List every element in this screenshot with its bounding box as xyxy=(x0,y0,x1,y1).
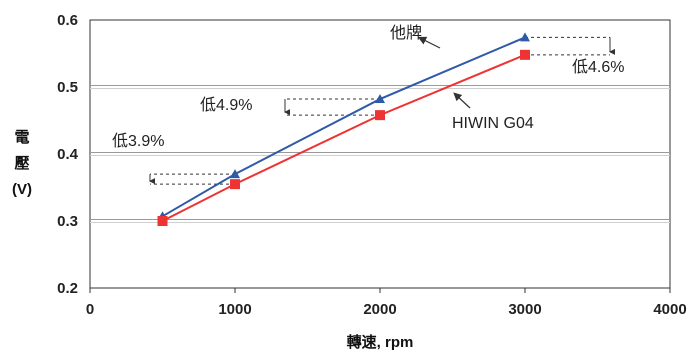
series-label-other-brand-arrow xyxy=(417,36,441,49)
x-tick-label: 1000 xyxy=(218,301,251,318)
series-line-1 xyxy=(162,53,526,222)
x-tick-label: 2000 xyxy=(363,301,396,318)
x-tick-label: 3000 xyxy=(508,301,541,318)
series-point-1 xyxy=(157,216,168,226)
series-line-0 xyxy=(161,36,526,218)
series-label-other-brand: 他牌 xyxy=(390,24,422,42)
series-lines xyxy=(157,32,530,226)
axis-ticks: 0.2 0.3 0.4 0.5 0.6 0 1000 2000 3000 4000 xyxy=(57,12,687,318)
y-axis-label-line-2: 壓 xyxy=(14,155,29,172)
y-tick-label: 0.3 xyxy=(57,213,78,230)
y-tick-label: 0.5 xyxy=(57,79,78,96)
x-tick-label: 0 xyxy=(86,301,94,318)
series-point-1 xyxy=(375,110,385,121)
series-point-0 xyxy=(375,94,385,104)
y-axis-label-line-3: (V) xyxy=(12,181,32,198)
series-point-0 xyxy=(230,169,240,179)
series-point-1 xyxy=(230,179,240,190)
annotation-3000: 低4.6% xyxy=(572,58,624,76)
y-tick-label: 0.6 xyxy=(57,12,78,29)
y-axis-label-line-1: 電 xyxy=(14,129,29,146)
annotation-2000: 低4.9% xyxy=(200,96,252,114)
series-point-1 xyxy=(520,49,530,60)
grid-lines xyxy=(90,85,670,223)
series-label-hiwin: HIWIN G04 xyxy=(452,115,534,132)
y-tick-label: 0.4 xyxy=(57,146,79,163)
series-point-0 xyxy=(520,32,530,42)
x-tick-label: 4000 xyxy=(653,301,686,318)
plot-area xyxy=(89,19,671,289)
comparison-markers xyxy=(149,36,615,185)
annotation-1000: 低3.9% xyxy=(112,132,164,150)
x-axis-label: 轉速, rpm xyxy=(347,333,414,351)
y-tick-label: 0.2 xyxy=(57,280,78,297)
series-label-hiwin-arrow xyxy=(453,92,471,109)
